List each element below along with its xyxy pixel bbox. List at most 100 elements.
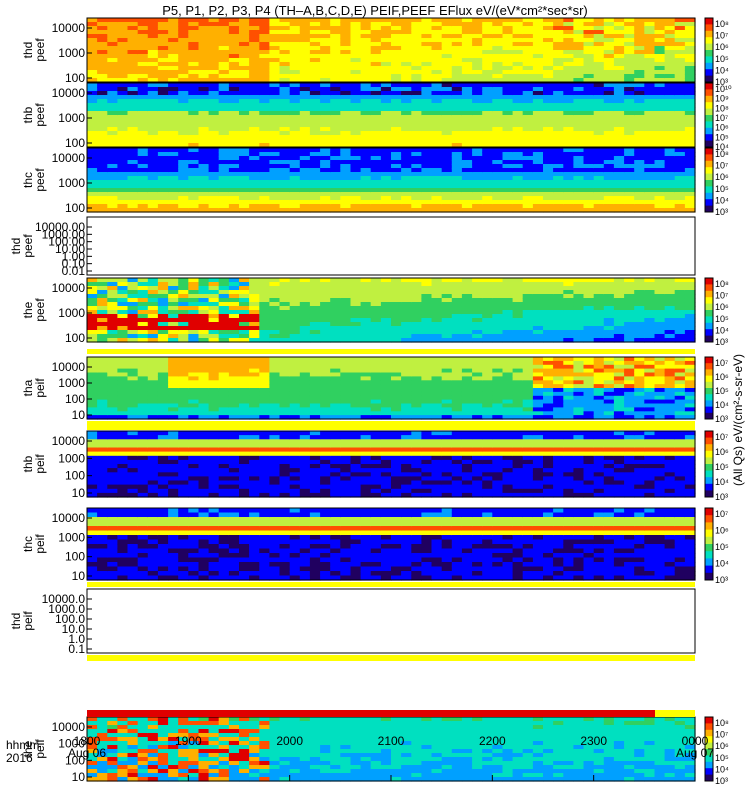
- panel-label: thbpeef: [21, 103, 47, 127]
- y-tick-label: 10: [72, 569, 86, 583]
- colorbar-tick: 10⁵: [715, 542, 729, 552]
- status-bar: [87, 655, 695, 661]
- y-tick-label: 100: [65, 753, 85, 767]
- time-axis-label: hhmm 2016: [6, 739, 39, 765]
- spectrogram-cells: [87, 508, 696, 581]
- colorbar-tick: 10⁵: [715, 753, 729, 763]
- panel-6: 10⁷ 10⁶ 10⁵ 10⁴ 10³ 10000 1000 100 10 thapeif: [21, 356, 729, 424]
- colorbar-tick: 10⁴: [715, 559, 729, 569]
- colorbar-tick: 10⁷: [715, 358, 728, 368]
- y-tick-label: 0.10: [62, 257, 86, 271]
- spectrogram-cells: [87, 717, 696, 782]
- status-bar: [87, 421, 695, 430]
- colorbar-tick: 10⁵: [715, 132, 729, 142]
- colorbar-tick: 10³: [715, 337, 728, 347]
- y-tick-label: 1.00: [62, 249, 86, 263]
- y-tick-label: 100: [65, 136, 85, 150]
- x-date-label: Aug 07: [676, 746, 714, 760]
- y-tick-label: 10000: [52, 434, 86, 448]
- colorbar-tick: 10⁸: [715, 149, 729, 159]
- colorbar-tick: 10⁷: [715, 161, 728, 171]
- y-tick-label: 10: [72, 486, 86, 500]
- panel-frame: [86, 216, 696, 276]
- colorbar-tick: 10⁵: [715, 462, 729, 472]
- colorbar-tick: 10⁶: [715, 123, 729, 133]
- colorbar-tick: 10⁶: [715, 42, 729, 52]
- y-tick-label: 1000: [58, 176, 85, 190]
- colorbar-tick: 10⁵: [715, 386, 729, 396]
- y-tick-label: 10000: [52, 720, 86, 734]
- panel-label: thdpeef: [21, 38, 47, 62]
- colorbar-tick: 10⁶: [715, 302, 729, 312]
- y-tick-label: 10000.00: [35, 220, 85, 234]
- x-tick-label: 1800: [74, 734, 101, 748]
- colorbar: 10⁷ 10⁶ 10⁵ 10⁴ 10³: [704, 430, 729, 502]
- colorbar-tick: 10⁸: [715, 103, 729, 113]
- y-tick-label: 1000: [58, 111, 85, 125]
- colorbar-tick: 10³: [715, 776, 728, 786]
- y-tick-label: 100: [65, 201, 85, 215]
- y-tick-label: 10.0: [62, 622, 86, 636]
- y-tick-label: 10.00: [55, 242, 85, 256]
- y-tick-label: 1000: [58, 46, 85, 60]
- spectrogram-cells: [87, 278, 696, 343]
- y-tick-label: 1000.00: [42, 227, 86, 241]
- y-tick-label: 10000: [52, 21, 86, 35]
- spectrogram-cells: [87, 148, 696, 213]
- colorbar-tick: 10⁴: [715, 477, 729, 487]
- y-tick-label: 1.0: [68, 632, 85, 646]
- panel-label: thapeif: [21, 378, 47, 398]
- colorbar: 10⁷ 10⁶ 10⁵ 10⁴ 10³: [704, 507, 729, 585]
- y-tick-label: 100: [65, 469, 85, 483]
- y-tick-label: 100: [65, 392, 85, 406]
- panel-label: thcpeif: [21, 534, 47, 554]
- colorbar-tick: 10¹⁰: [715, 84, 732, 94]
- y-tick-label: 10000.0: [42, 592, 86, 606]
- colorbar-tick: 10⁷: [715, 509, 728, 519]
- y-tick-label: 1000.0: [48, 602, 85, 616]
- y-tick-label: 10000: [52, 151, 86, 165]
- spectrogram-cells: [87, 83, 696, 148]
- spectrogram-cells: [87, 18, 696, 83]
- colorbar-tick: 10³: [715, 575, 728, 585]
- colorbar-tick: 10⁴: [715, 142, 729, 152]
- panel-label: thepeif: [21, 739, 47, 759]
- colorbar-tick: 10³: [715, 207, 728, 217]
- colorbar-tick: 10³: [715, 77, 728, 87]
- spectrogram-cells: [87, 357, 696, 420]
- y-tick-label: 100: [65, 71, 85, 85]
- y-tick-label: 10: [72, 408, 86, 422]
- panel-label: thcpeef: [21, 168, 47, 192]
- colorbar-tick: 10⁴: [715, 764, 729, 774]
- year-label: 2016: [6, 751, 33, 765]
- y-tick-label: 100: [65, 550, 85, 564]
- x-tick-label: 2300: [580, 734, 607, 748]
- colorbar-tick: 10⁸: [715, 279, 729, 289]
- panel-7: 10⁷ 10⁶ 10⁵ 10⁴ 10³ 10000 1000 100 10 thbpeif: [21, 430, 729, 502]
- x-tick-label: 2000: [276, 734, 303, 748]
- panel-label: thdpeef: [9, 234, 35, 258]
- colorbar-tick: 10⁶: [715, 372, 729, 382]
- colorbar-tick: 10⁸: [715, 718, 729, 728]
- y-tick-label: 0.01: [62, 264, 86, 278]
- status-bar: [87, 710, 655, 717]
- y-tick-label: 1000: [58, 306, 85, 320]
- y-tick-label: 1000: [58, 737, 85, 751]
- chart-title: P5, P1, P2, P3, P4 (TH–A,B,C,D,E) PEIF,P…: [162, 3, 588, 18]
- x-tick-label: 2200: [479, 734, 506, 748]
- colorbar-tick: 10³: [715, 414, 728, 424]
- colorbar-side-label: (All Qs) eV/(cm²-s-sr-eV): [731, 354, 745, 486]
- colorbar-tick: 10⁶: [715, 526, 729, 536]
- colorbar-tick: 10⁷: [715, 432, 728, 442]
